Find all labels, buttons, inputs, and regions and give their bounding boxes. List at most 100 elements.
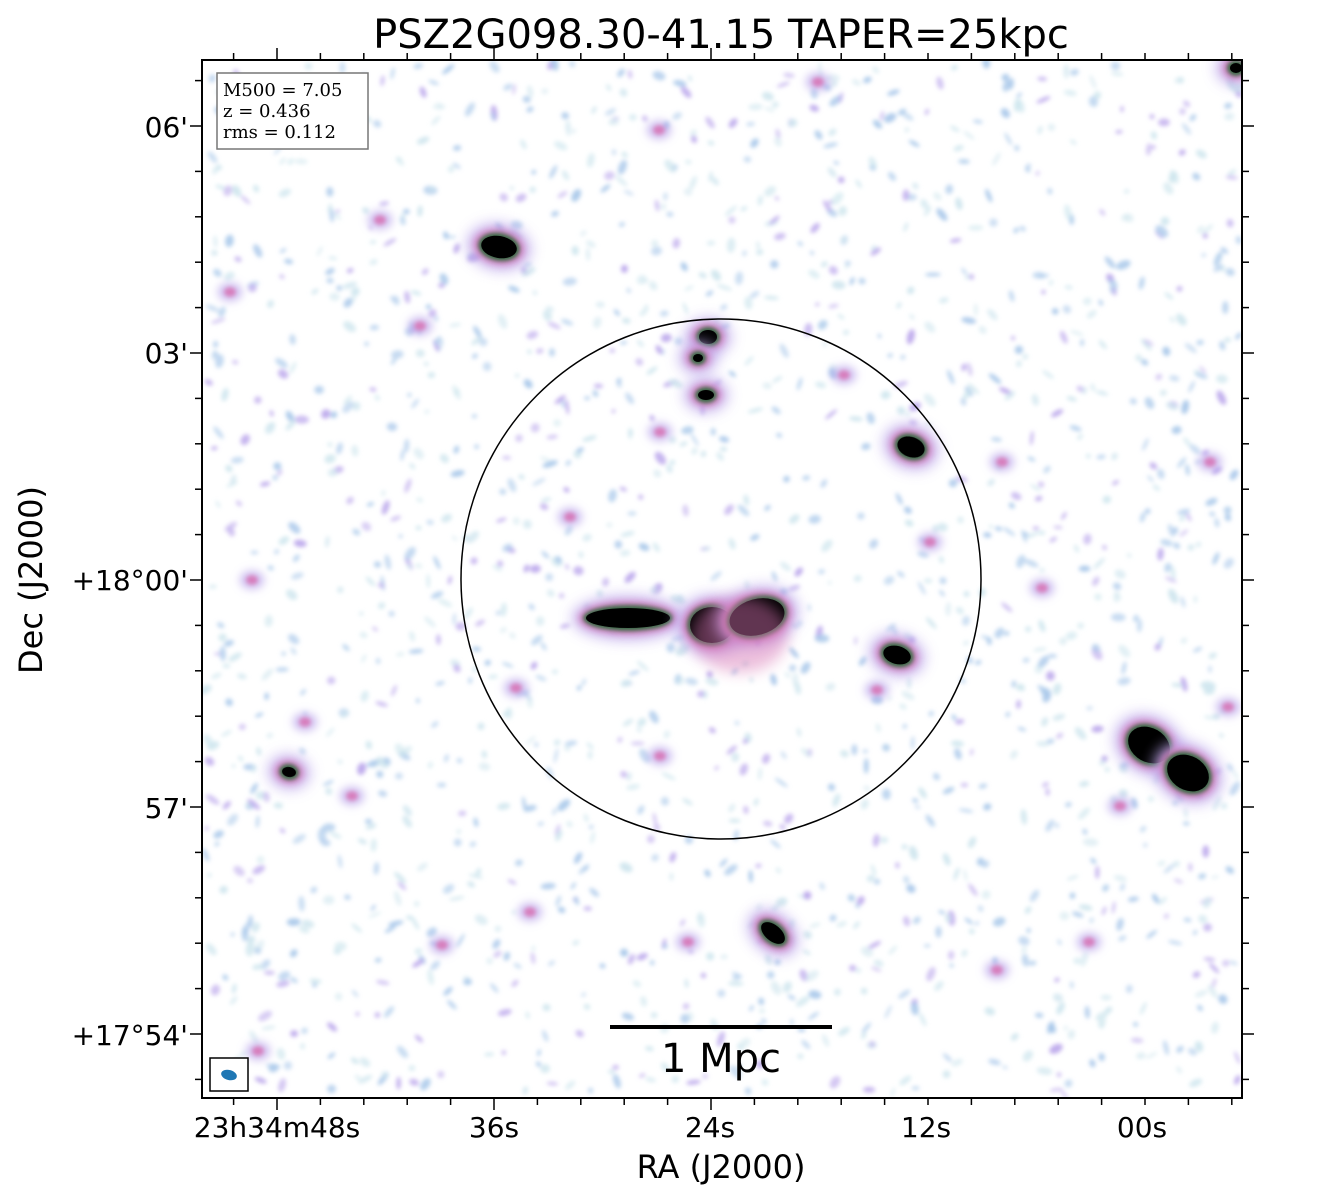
noise-blob [1180, 637, 1187, 644]
noise-blob [664, 159, 676, 173]
noise-blob [829, 95, 842, 107]
noise-blob [444, 754, 449, 763]
noise-blob [963, 640, 969, 646]
noise-blob [343, 297, 353, 308]
noise-blob [923, 393, 936, 407]
noise-blob [1016, 699, 1021, 709]
noise-blob [682, 798, 693, 806]
source-south [747, 909, 799, 957]
noise-blob [717, 989, 726, 998]
noise-blob [221, 730, 232, 737]
noise-blob [887, 89, 900, 96]
noise-blob [833, 161, 840, 165]
noise-blob [376, 979, 390, 986]
noise-blob [1198, 914, 1208, 924]
noise-blob [994, 627, 1005, 639]
noise-blob [1017, 726, 1027, 732]
noise-blob [416, 497, 424, 503]
noise-blob [775, 867, 781, 874]
noise-blob [808, 514, 821, 524]
noise-blob [423, 361, 429, 366]
noise-blob [973, 303, 978, 316]
noise-blob [1046, 671, 1055, 681]
noise-blob [1114, 569, 1126, 579]
noise-blob [1147, 475, 1154, 482]
noise-blob [413, 447, 424, 460]
noise-blob [1222, 301, 1229, 314]
noise-blob [354, 1074, 361, 1081]
noise-blob [1054, 977, 1060, 983]
noise-blob [906, 412, 910, 417]
noise-blob [874, 878, 881, 885]
noise-blob [266, 732, 274, 739]
noise-blob [888, 945, 898, 955]
noise-blob [988, 373, 1002, 384]
noise-blob [907, 286, 915, 295]
noise-blob [511, 909, 516, 915]
noise-blob [1066, 875, 1079, 881]
noise-blob [858, 277, 866, 285]
noise-blob [1209, 511, 1216, 517]
noise-blob [902, 189, 910, 201]
noise-blob [531, 945, 536, 951]
noise-blob [227, 813, 239, 826]
noise-blob [542, 460, 558, 468]
noise-blob [250, 765, 257, 773]
noise-blob [515, 193, 527, 203]
noise-blob [783, 475, 790, 483]
noise-blob [885, 623, 896, 632]
noise-blob [1142, 437, 1149, 451]
noise-blob [1051, 308, 1059, 315]
noise-blob [325, 267, 335, 276]
noise-blob [222, 974, 229, 981]
noise-blob [1030, 430, 1034, 446]
noise-blob [669, 872, 674, 881]
noise-blob [673, 79, 687, 87]
noise-blob [1192, 971, 1201, 978]
noise-blob [1038, 530, 1046, 536]
noise-blob [636, 727, 642, 733]
noise-blob [960, 783, 969, 787]
noise-blob [588, 824, 594, 830]
noise-blob [1223, 506, 1232, 515]
noise-blob [650, 1012, 658, 1019]
noise-blob [1031, 394, 1039, 406]
noise-blob [1019, 225, 1026, 232]
noise-blob [900, 354, 906, 360]
noise-blob [1086, 706, 1094, 711]
noise-blob [910, 736, 915, 750]
noise-blob [987, 478, 995, 487]
noise-blob [208, 584, 217, 589]
noise-blob [735, 271, 744, 285]
noise-blob [1063, 1025, 1068, 1031]
noise-blob [963, 868, 968, 882]
source-core [282, 766, 296, 778]
noise-blob [911, 1086, 920, 1090]
noise-blob [327, 442, 333, 447]
noise-blob [1027, 456, 1036, 462]
noise-blob [447, 575, 453, 585]
noise-blob [637, 717, 647, 727]
noise-blob [728, 118, 738, 128]
noise-blob [761, 91, 774, 101]
noise-blob [499, 193, 509, 202]
noise-blob [887, 171, 897, 182]
noise-blob [264, 692, 269, 701]
noise-blob [782, 981, 792, 993]
noise-blob [963, 591, 970, 597]
noise-blob [770, 260, 779, 269]
noise-blob [496, 517, 507, 523]
noise-blob [924, 321, 936, 333]
noise-blob [810, 222, 820, 234]
info-rms: rms = 0.112 [223, 122, 336, 143]
noise-blob [1053, 525, 1063, 530]
noise-blob [490, 111, 496, 122]
noise-blob [901, 844, 908, 850]
noise-blob [210, 984, 221, 996]
noise-blob [424, 616, 436, 628]
noise-blob [827, 167, 837, 178]
noise-blob [912, 798, 919, 803]
noise-blob [549, 165, 558, 179]
noise-blob [1157, 547, 1164, 561]
noise-blob [276, 1047, 286, 1060]
